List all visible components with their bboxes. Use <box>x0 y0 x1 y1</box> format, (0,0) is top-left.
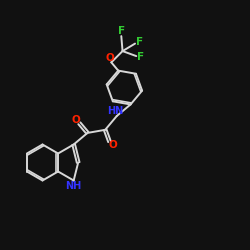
Text: F: F <box>137 52 144 62</box>
Text: F: F <box>118 26 126 36</box>
Text: F: F <box>136 37 143 47</box>
Text: NH: NH <box>66 181 82 191</box>
Text: O: O <box>106 53 114 63</box>
Text: O: O <box>72 115 80 125</box>
Text: HN: HN <box>108 106 124 116</box>
Text: O: O <box>109 140 118 150</box>
